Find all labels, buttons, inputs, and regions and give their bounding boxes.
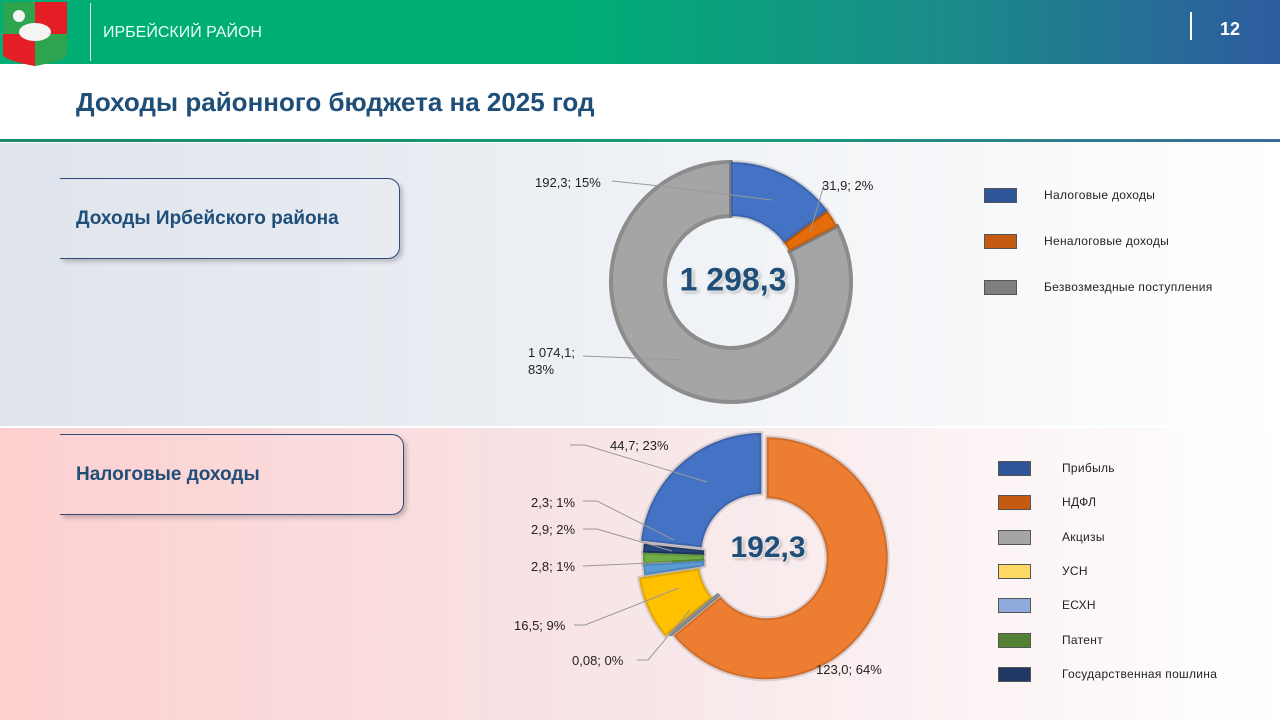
legend-swatch [984,188,1017,203]
legend-item: Акцизы [1062,529,1105,544]
data-label: 2,3; 1% [531,495,576,510]
page-title: Доходы районного бюджета на 2025 год [76,87,595,117]
slice-НДФЛ [671,435,890,682]
data-label: 2,8; 1% [531,559,576,574]
data-label: 44,7; 23% [610,438,669,453]
legend-swatch [998,632,1031,648]
legend-swatch [998,461,1031,476]
page-number-bar [1190,12,1192,40]
legend-item: Безвозмездные поступления [1044,280,1213,294]
data-label: 0,08; 0% [572,653,624,668]
page-number: 12 [1220,19,1241,39]
title-underline [0,139,1280,142]
leader-lines [570,180,825,661]
legend-swatch [998,666,1031,682]
legend-swatch [984,280,1017,295]
header-bar [0,0,1280,64]
data-label: 2,9; 2% [531,522,576,537]
header-divider [90,3,91,61]
section-tax-income [0,428,1280,720]
legend-swatch [998,563,1031,579]
slice-Патент [641,550,707,567]
donut-total: 1 298,3 [679,261,787,298]
slice-Налоговые доходы [729,160,830,245]
legend-item: ЕСХН [1062,598,1096,613]
data-label: 192,3; 15% [535,175,601,190]
data-label: 1 074,1; 83% [528,345,575,377]
legend-item: Патент [1062,632,1103,647]
region-name: ИРБЕЙСКИЙ РАЙОН [103,24,262,41]
legend-swatch [984,234,1017,249]
slice-УСН [636,566,715,639]
legend-swatch [998,598,1031,614]
data-label: 123,0; 64% [816,662,882,677]
legend-item: Налоговые доходы [1044,188,1156,202]
legend-item: Государственная пошлина [1062,666,1218,681]
legend-item: Прибыль [1062,461,1115,475]
legend-swatch [998,529,1031,545]
data-label: 16,5; 9% [514,618,566,633]
legend-item: УСН [1062,563,1088,578]
coat-of-arms-logo [3,2,67,66]
legend-item: Неналоговые доходы [1044,234,1170,248]
section-label-box: Налоговые доходы [60,434,404,515]
donut-total: 192,3 [730,531,806,564]
data-label: 31,9; 2% [822,178,874,193]
slice-Безвозмездные поступления [609,160,853,404]
slice-ЕСХН [641,558,707,578]
section-label: Доходы Ирбейского района [76,207,339,229]
legend-swatch [998,495,1031,511]
legend-item: НДФЛ [1062,495,1097,510]
slice-Прибыль [639,431,764,550]
section-label: Налоговые доходы [76,463,260,485]
slice-Акцизы [668,593,720,637]
section-label-box: Доходы Ирбейского района [60,178,400,259]
